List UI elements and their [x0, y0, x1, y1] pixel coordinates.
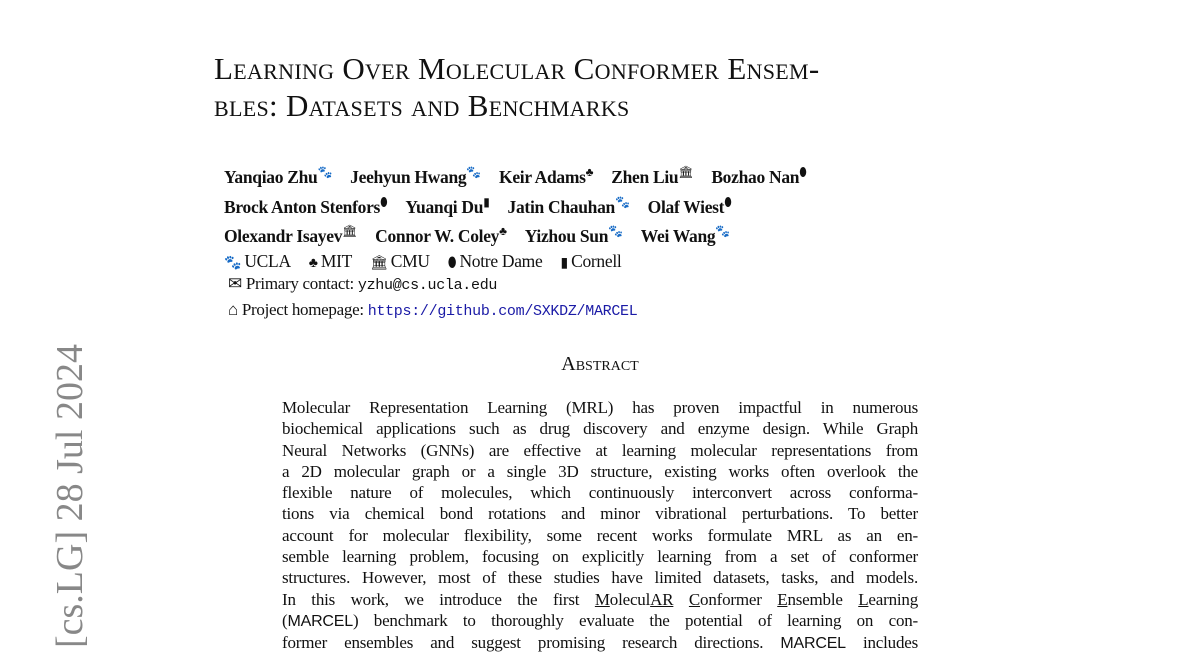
- title-line: bles: Datasets and Benchmarks: [214, 88, 630, 123]
- author: Yuanqi Du▮: [405, 194, 490, 217]
- paw-icon: 🐾: [317, 165, 333, 179]
- affiliation-name: MIT: [320, 251, 353, 272]
- author-name: Jatin Chauhan: [507, 196, 616, 217]
- football-icon: ⬮: [799, 165, 807, 179]
- paw-icon: 🐾: [466, 165, 482, 179]
- affiliation-name: UCLA: [244, 251, 291, 272]
- paw-icon: 🐾: [224, 256, 245, 272]
- author: Olaf Wiest⬮: [647, 194, 732, 217]
- university-icon: 🏛: [370, 256, 391, 272]
- author-name: Yuanqi Du: [405, 196, 484, 217]
- football-icon: ⬮: [380, 194, 388, 209]
- author-name: Jeehyun Hwang: [350, 166, 467, 187]
- paw-icon: 🐾: [715, 224, 731, 239]
- affiliation: ♣ MIT: [308, 251, 353, 272]
- affiliation: ⬮ Notre Dame: [448, 251, 543, 271]
- abstract-line: semble learning problem, focusing on exp…: [282, 547, 918, 567]
- abstract-heading: Abstract: [561, 353, 639, 375]
- author: Yizhou Sun🐾: [524, 224, 623, 247]
- author: Connor W. Coley♣: [375, 224, 507, 247]
- contact-email[interactable]: yzhu@cs.ucla.edu: [357, 277, 498, 294]
- abstract-line: biochemical applications such as drug di…: [282, 419, 918, 439]
- author-list: Yanqiao Zhu🐾 Jeehyun Hwang🐾 Keir Adams♣ Zhe…: [224, 160, 824, 276]
- abstract-line: account for molecular flexibility, some …: [282, 525, 918, 545]
- contact-block: ✉ Primary contact: yzhu@cs.ucla.edu ⌂ Pr…: [228, 272, 638, 324]
- abstract-line: former ensembles and suggest promising r…: [282, 633, 919, 653]
- football-icon: ⬮: [724, 194, 732, 209]
- author: Jeehyun Hwang🐾: [350, 165, 482, 187]
- author: Zhen Liu🏛: [611, 165, 694, 187]
- home-icon: ⌂: [228, 300, 238, 319]
- author-name: Yizhou Sun: [524, 226, 609, 247]
- contact-label: Primary contact:: [245, 274, 354, 293]
- author-row: Olexandr Isayev🏛 Connor W. Coley♣ Yizhou S…: [224, 220, 824, 250]
- author-name: Zhen Liu: [611, 166, 679, 187]
- affiliation: 🏛 CMU: [370, 251, 430, 271]
- affiliation-name: CMU: [390, 251, 430, 272]
- title-line: Learning Over Molecular Conformer Ensem-: [214, 51, 820, 86]
- author-name: Wei Wang: [640, 226, 716, 247]
- author: Bozhao Nan⬮: [711, 165, 807, 187]
- author-name: Bozhao Nan: [711, 166, 800, 187]
- abstract-line: tions via chemical bond rotations and mi…: [282, 504, 918, 524]
- abstract-body: Molecular Representation Learning (MRL) …: [282, 397, 918, 655]
- author-name: Yanqiao Zhu: [224, 166, 318, 187]
- author: Keir Adams♣: [499, 165, 594, 187]
- author: Jatin Chauhan🐾: [507, 194, 630, 217]
- author-name: Olaf Wiest: [647, 196, 725, 217]
- abstract-line: a 2D molecular graph or a single 3D stru…: [282, 461, 918, 481]
- affiliation-legend: 🐾 UCLA ♣ MIT 🏛 CMU ⬮ Notre Dame ▮ Cornell: [224, 249, 824, 276]
- affiliation: 🐾 UCLA: [224, 251, 291, 271]
- abstract-line: structures. However, most of these studi…: [282, 568, 918, 588]
- abstract-line: (MARCEL) benchmark to thoroughly evaluat…: [282, 610, 918, 630]
- homepage-link[interactable]: https://github.com/SXKDZ/MARCEL: [367, 303, 638, 320]
- football-icon: ⬮: [447, 256, 460, 272]
- author: Brock Anton Stenfors⬮: [224, 194, 388, 217]
- paper-title: Learning Over Molecular Conformer Ensem-…: [214, 50, 820, 124]
- author: Yanqiao Zhu🐾: [224, 165, 333, 187]
- tree-icon: ♣: [499, 224, 507, 239]
- author-name: Connor W. Coley: [375, 226, 500, 247]
- affiliation: ▮ Cornell: [560, 251, 621, 271]
- envelope-icon: ✉: [228, 274, 242, 293]
- homepage-label: Project homepage:: [241, 300, 364, 319]
- abstract-line: flexible nature of molecules, which cont…: [282, 483, 918, 503]
- author-name: Olexandr Isayev: [224, 226, 343, 247]
- paw-icon: 🐾: [614, 194, 630, 209]
- abstract-line: Neural Networks (GNNs) are effective at …: [282, 440, 918, 460]
- book-icon: ▮: [560, 256, 572, 272]
- affiliation-name: Cornell: [571, 251, 622, 272]
- tree-icon: ♣: [585, 165, 594, 179]
- author-row: Yanqiao Zhu🐾 Jeehyun Hwang🐾 Keir Adams♣ Zhe…: [224, 160, 824, 190]
- author-row: Brock Anton Stenfors⬮ Yuanqi Du▮ Jatin Cha…: [224, 190, 824, 220]
- university-icon: 🏛: [678, 165, 694, 179]
- author-name: Brock Anton Stenfors: [224, 196, 381, 217]
- abstract-line: In this work, we introduce the first Mol…: [282, 589, 918, 609]
- author-name: Keir Adams: [499, 166, 586, 187]
- book-icon: ▮: [483, 194, 490, 209]
- author: Wei Wang🐾: [640, 224, 731, 247]
- abstract-line: Molecular Representation Learning (MRL) …: [282, 398, 918, 417]
- university-icon: 🏛: [342, 224, 358, 239]
- tree-icon: ♣: [308, 256, 321, 272]
- arxiv-watermark: [cs.LG] 28 Jul 2024: [49, 344, 91, 648]
- affiliation-name: Notre Dame: [459, 251, 543, 272]
- paw-icon: 🐾: [608, 224, 623, 239]
- author: Olexandr Isayev🏛: [224, 224, 358, 247]
